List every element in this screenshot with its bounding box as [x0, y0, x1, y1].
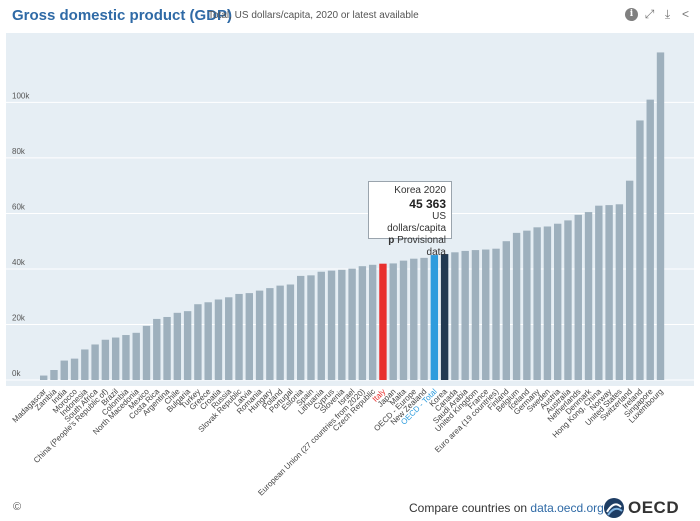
- copyright-text: ©: [13, 501, 22, 513]
- bar-north-macedonia: [132, 332, 140, 380]
- bar-china-people-s-republic-of-: [101, 339, 110, 380]
- bar-germany: [533, 227, 541, 380]
- chart-subtitle: Total, US dollars/capita, 2020 or latest…: [208, 10, 419, 21]
- bar-luxembourg: [656, 52, 665, 380]
- tooltip-value: 45 363: [409, 197, 446, 211]
- bar-portugal: [286, 284, 295, 380]
- bar-turkey: [194, 304, 202, 380]
- bar-chile: [173, 312, 182, 380]
- bar-japan: [389, 263, 397, 380]
- bar-chart: 0k20k40k60k80k100kMadagascarZambiaIndiaM…: [6, 33, 694, 496]
- bar-switzerland: [625, 180, 634, 380]
- bar-belgium: [512, 232, 521, 380]
- bar-india: [60, 360, 68, 380]
- info-icon[interactable]: i: [625, 8, 638, 21]
- bar-finland: [502, 241, 510, 380]
- bar-euro-area-19-countries-: [492, 248, 500, 380]
- y-tick-label: 60k: [12, 202, 26, 211]
- bar-greece: [204, 302, 212, 380]
- bar-madagascar: [40, 375, 48, 380]
- bar-slovak-republic: [235, 293, 243, 380]
- bar-indonesia: [81, 349, 89, 380]
- bar-brazil: [111, 337, 120, 380]
- tooltip-flag-text: Provisional data: [397, 235, 446, 258]
- compare-text: Compare countries on: [409, 501, 531, 515]
- bar-sweden: [543, 226, 552, 380]
- bar-netherlands: [574, 214, 582, 380]
- y-tick-label: 80k: [12, 147, 26, 156]
- share-icon[interactable]: <: [681, 7, 689, 21]
- y-tick-label: 100k: [12, 91, 30, 100]
- bar-latvia: [245, 293, 253, 380]
- bar-slovenia: [338, 269, 346, 380]
- chart-header: Gross domestic product (GDP) Total, US d…: [0, 0, 700, 30]
- bar-singapore: [646, 99, 654, 381]
- oecd-logo[interactable]: OECD: [603, 497, 679, 519]
- bar-colombia: [122, 335, 130, 380]
- bar-czech-republic: [368, 264, 377, 380]
- y-tick-label: 40k: [12, 258, 26, 267]
- bar-romania: [255, 290, 264, 380]
- bar-tooltip: Korea 2020 45 363 US dollars/capita p Pr…: [368, 181, 452, 258]
- bar-hungary: [266, 288, 274, 380]
- bar-denmark: [584, 212, 593, 380]
- bar-france: [482, 249, 490, 380]
- bar-cyprus: [327, 270, 336, 380]
- bar-australia: [564, 220, 572, 380]
- bar-united-states: [615, 204, 624, 380]
- bar-austria: [554, 223, 562, 380]
- footer: © Compare countries on data.oecd.org OEC…: [0, 496, 700, 521]
- compare-link[interactable]: data.oecd.org: [530, 501, 604, 515]
- bar-zambia: [50, 370, 58, 380]
- bar-ireland: [636, 120, 644, 380]
- bar-malta: [399, 260, 408, 380]
- bar-iceland: [523, 230, 531, 380]
- bar-canada: [451, 252, 459, 380]
- tooltip-unit: US dollars/capita: [387, 211, 446, 234]
- bar-hong-kong-china: [595, 205, 603, 380]
- bar-poland: [276, 285, 284, 380]
- fullscreen-icon[interactable]: ⤢: [644, 7, 655, 21]
- bar-israel: [348, 268, 356, 380]
- oecd-logo-icon: [604, 498, 624, 518]
- bar-new-zealand: [420, 257, 428, 380]
- y-tick-label: 0k: [12, 369, 21, 378]
- bar-spain: [307, 275, 315, 380]
- bar-italy: [379, 263, 387, 380]
- bar-united-kingdom: [471, 250, 480, 380]
- bar-bulgaria: [183, 311, 192, 380]
- bar-mexico: [142, 325, 151, 380]
- bar-morocco: [70, 358, 79, 380]
- y-tick-label: 20k: [12, 313, 26, 322]
- bar-oecd-total: [430, 255, 439, 380]
- bar-croatia: [214, 299, 223, 380]
- tooltip-flag-code: p: [388, 235, 395, 246]
- oecd-logo-text: OECD: [628, 498, 680, 517]
- bar-korea: [440, 254, 449, 380]
- bar-costa-rica: [153, 318, 161, 380]
- bar-saudi-arabia: [461, 250, 469, 380]
- bar-estonia: [297, 275, 305, 380]
- chart-title: Gross domestic product (GDP): [12, 7, 233, 24]
- bar-european-union-27-countries-from-2020-: [358, 266, 367, 380]
- bar-oecd-europe: [410, 258, 418, 380]
- tooltip-flag: p Provisional data: [374, 235, 446, 259]
- bar-lithuania: [317, 271, 325, 380]
- bar-argentina: [163, 316, 171, 380]
- download-icon[interactable]: ⤓: [664, 7, 671, 21]
- bar-south-africa: [91, 344, 99, 380]
- bar-russia: [225, 297, 233, 380]
- tooltip-country-year: Korea 2020: [394, 185, 446, 196]
- compare-countries: Compare countries on data.oecd.org: [409, 501, 604, 515]
- bar-norway: [605, 205, 613, 380]
- toolbar-icons: i ⤢ ⤓ <: [625, 8, 692, 21]
